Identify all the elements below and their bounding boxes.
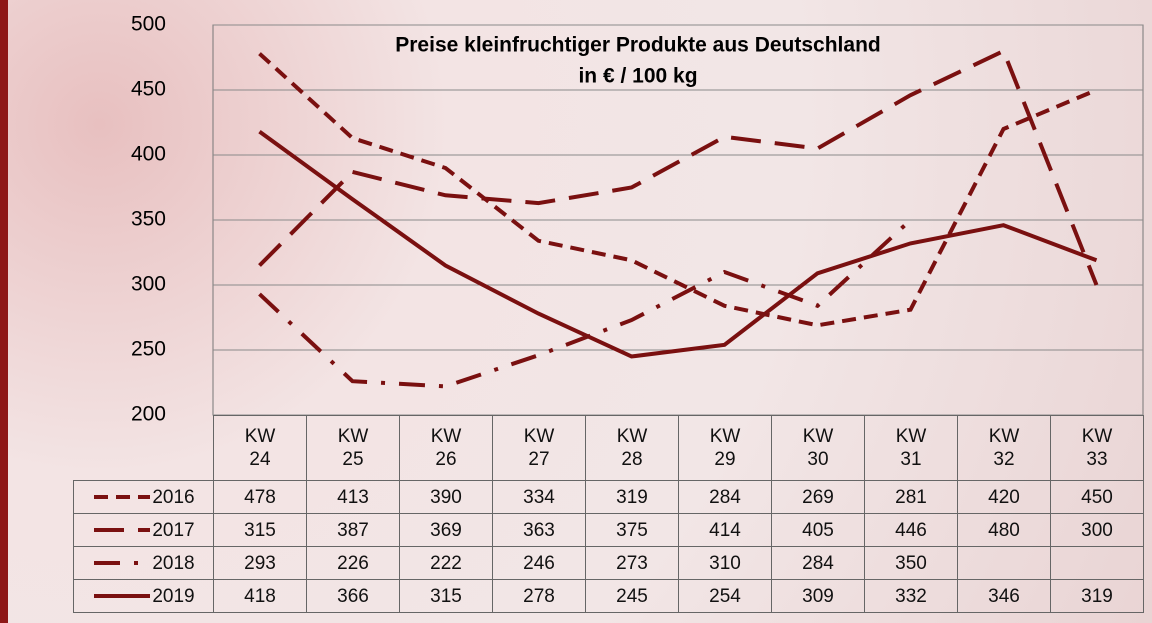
legend-entry: 2016	[73, 480, 214, 514]
chart-subtitle: in € / 100 kg	[578, 65, 697, 88]
table-value: 414	[678, 513, 772, 547]
table-value: 334	[492, 480, 586, 514]
x-tick-label: KW 25	[306, 415, 400, 481]
table-value: 450	[1050, 480, 1144, 514]
table-value: 363	[492, 513, 586, 547]
table-value: 246	[492, 546, 586, 580]
x-tick-label: KW 27	[492, 415, 586, 481]
y-tick-label: 400	[131, 143, 166, 166]
legend-label: 2016	[152, 486, 194, 509]
table-value: 480	[957, 513, 1051, 547]
table-value: 366	[306, 579, 400, 613]
y-tick-label: 250	[131, 338, 166, 361]
y-tick-label: 350	[131, 208, 166, 231]
table-value: 346	[957, 579, 1051, 613]
table-value: 369	[399, 513, 493, 547]
series-line	[260, 220, 911, 386]
x-tick-label: KW 28	[585, 415, 679, 481]
table-value: 284	[771, 546, 865, 580]
table-value: 446	[864, 513, 958, 547]
table-value: 226	[306, 546, 400, 580]
page: Preise kleinfruchtiger Produkte aus Deut…	[0, 0, 1152, 623]
x-tick-label: KW 33	[1050, 415, 1144, 481]
table-value: 390	[399, 480, 493, 514]
legend-label: 2017	[152, 519, 194, 542]
table-value	[957, 546, 1051, 580]
table-value: 281	[864, 480, 958, 514]
x-tick-label: KW 32	[957, 415, 1051, 481]
x-tick-label: KW 30	[771, 415, 865, 481]
table-value: 278	[492, 579, 586, 613]
legend-entry: 2018	[73, 546, 214, 580]
x-tick-label: KW 24	[213, 415, 307, 481]
table-value: 293	[213, 546, 307, 580]
table-value: 418	[213, 579, 307, 613]
chart-title: Preise kleinfruchtiger Produkte aus Deut…	[395, 34, 880, 57]
table-value: 315	[399, 579, 493, 613]
table-value: 413	[306, 480, 400, 514]
table-value: 245	[585, 579, 679, 613]
y-tick-label: 300	[131, 273, 166, 296]
table-value	[1050, 546, 1144, 580]
legend-swatch	[92, 558, 152, 568]
x-tick-label: KW 31	[864, 415, 958, 481]
legend-entry: 2019	[73, 579, 214, 613]
table-value: 315	[213, 513, 307, 547]
table-value: 254	[678, 579, 772, 613]
table-value: 332	[864, 579, 958, 613]
table-value: 478	[213, 480, 307, 514]
legend-label: 2018	[152, 552, 194, 575]
x-tick-label: KW 26	[399, 415, 493, 481]
series-line	[260, 132, 1097, 357]
table-value: 300	[1050, 513, 1144, 547]
y-tick-label: 450	[131, 78, 166, 101]
table-value: 310	[678, 546, 772, 580]
table-value: 387	[306, 513, 400, 547]
legend-entry: 2017	[73, 513, 214, 547]
table-value: 405	[771, 513, 865, 547]
table-value: 319	[585, 480, 679, 514]
table-value: 273	[585, 546, 679, 580]
table-value: 420	[957, 480, 1051, 514]
legend-swatch	[92, 591, 152, 601]
y-tick-label: 500	[131, 13, 166, 36]
table-value: 222	[399, 546, 493, 580]
table-value: 309	[771, 579, 865, 613]
table-value: 319	[1050, 579, 1144, 613]
table-value: 284	[678, 480, 772, 514]
legend-swatch	[92, 492, 152, 502]
y-tick-label: 200	[131, 403, 166, 426]
legend-label: 2019	[152, 585, 194, 608]
legend-swatch	[92, 525, 152, 535]
table-value: 350	[864, 546, 958, 580]
x-tick-label: KW 29	[678, 415, 772, 481]
table-value: 269	[771, 480, 865, 514]
table-value: 375	[585, 513, 679, 547]
